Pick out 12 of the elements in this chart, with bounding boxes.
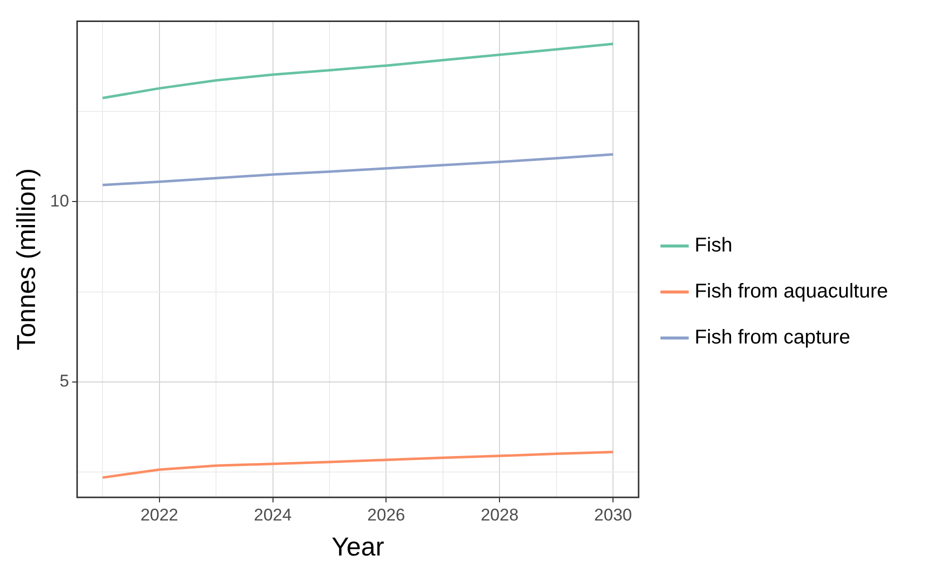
x-tick-label: 2024 [254, 505, 292, 524]
y-tick-label: 5 [60, 372, 70, 391]
x-tick-label: 2028 [480, 505, 519, 524]
x-tick-label: 2026 [367, 505, 406, 524]
x-tick-label: 2030 [594, 505, 632, 524]
legend-label: Fish from capture [694, 326, 850, 349]
y-axis-title: Tonnes (million) [10, 168, 41, 350]
x-axis-title: Year [332, 532, 384, 562]
legend-label: Fish from aquaculture [694, 280, 888, 303]
x-tick-label: 2022 [140, 505, 178, 524]
y-tick-label: 10 [50, 191, 70, 210]
legend-label: Fish [694, 234, 732, 257]
